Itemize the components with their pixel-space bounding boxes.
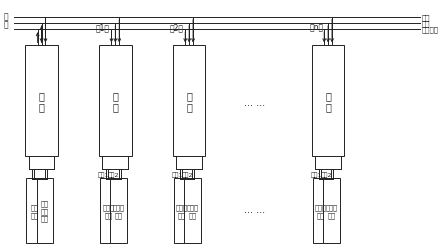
Text: 主
机: 主 机 xyxy=(39,90,44,112)
Text: 总: 总 xyxy=(4,12,8,21)
Text: 分支1: 分支1 xyxy=(171,172,183,177)
Text: 分支1: 分支1 xyxy=(98,172,109,177)
Bar xyxy=(173,46,206,156)
Bar xyxy=(323,178,340,243)
Bar xyxy=(110,178,127,243)
Bar xyxy=(26,178,43,243)
Bar xyxy=(25,46,58,156)
Text: 分支2: 分支2 xyxy=(182,172,194,177)
Bar xyxy=(174,178,190,243)
Text: 次电流
输入: 次电流 输入 xyxy=(187,204,198,218)
Bar xyxy=(37,178,53,243)
Text: 第1个: 第1个 xyxy=(96,23,110,32)
Text: 电压
输入: 电压 输入 xyxy=(31,204,39,218)
Text: 通信: 通信 xyxy=(422,14,430,21)
Text: 线: 线 xyxy=(4,21,8,29)
Text: 分支1: 分支1 xyxy=(311,172,322,177)
Text: 次电流
输入: 次电流 输入 xyxy=(113,204,124,218)
Text: 第n个: 第n个 xyxy=(310,23,324,32)
Bar xyxy=(99,46,132,156)
Text: 分支2: 分支2 xyxy=(321,172,332,177)
Text: 次电流
输入: 次电流 输入 xyxy=(176,204,188,218)
Text: 从
机: 从 机 xyxy=(186,90,192,112)
Text: 第2个: 第2个 xyxy=(170,23,184,32)
Text: 次电流
输入: 次电流 输入 xyxy=(102,204,114,218)
Bar xyxy=(313,178,329,243)
Text: 电源: 电源 xyxy=(422,20,430,27)
Bar xyxy=(100,178,117,243)
Text: 次电流
输入: 次电流 输入 xyxy=(315,204,327,218)
Text: 从
机: 从 机 xyxy=(113,90,118,112)
Text: ... ...: ... ... xyxy=(244,97,264,107)
Text: 从
机: 从 机 xyxy=(325,90,331,112)
Text: 同步时钟: 同步时钟 xyxy=(422,27,439,33)
Text: ... ...: ... ... xyxy=(244,205,264,214)
Bar xyxy=(312,46,344,156)
Bar xyxy=(184,178,201,243)
Text: 次电流
输入: 次电流 输入 xyxy=(326,204,338,218)
Text: 二次
电流
输入: 二次 电流 输入 xyxy=(41,200,49,222)
Text: 分支2: 分支2 xyxy=(108,172,120,177)
